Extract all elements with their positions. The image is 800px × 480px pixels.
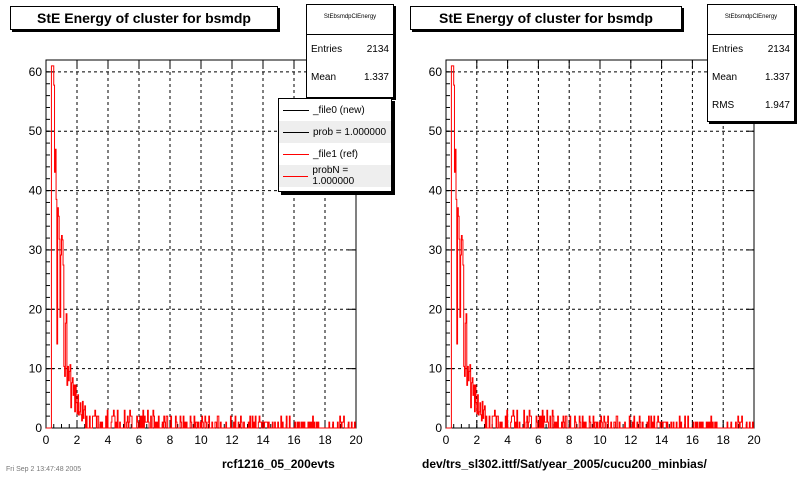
x-tick-label: 12 bbox=[225, 433, 239, 447]
x-tick-label: 18 bbox=[717, 433, 731, 447]
x-tick-label: 18 bbox=[318, 433, 332, 447]
histogram-series bbox=[446, 65, 754, 429]
stats-box: StEbsmdpClEnergy Entries 2134 Mean 1.337 R… bbox=[707, 4, 795, 122]
y-tick-label: 50 bbox=[29, 124, 43, 138]
y-tick-label: 60 bbox=[429, 65, 443, 79]
stats-name: StEbsmdpClEnergy bbox=[307, 5, 393, 35]
left-panel: StE Energy of cluster for bsmdp 0 2 4 6 8 10 1… bbox=[6, 4, 394, 473]
y-tick-label: 30 bbox=[29, 243, 43, 257]
stats-mean-label: Mean bbox=[311, 71, 337, 83]
x-tick-label: 20 bbox=[349, 433, 363, 447]
y-tick-label: 60 bbox=[29, 65, 43, 79]
x-tick-label: 16 bbox=[287, 433, 301, 447]
histogram-plot: 0 2 4 6 8 10 12 14 16 18 20 0 10 20 30 40 50 60 bbox=[429, 59, 761, 447]
x-tick-label: 14 bbox=[655, 433, 669, 447]
x-tick-label: 4 bbox=[504, 433, 511, 447]
y-tick-label: 0 bbox=[35, 421, 42, 435]
legend-entry: probN = 1.000000 bbox=[279, 165, 391, 187]
y-tick-label: 0 bbox=[435, 421, 442, 435]
y-tick-label: 40 bbox=[29, 184, 43, 198]
y-tick-label: 20 bbox=[429, 302, 443, 316]
stats-rms-label: RMS bbox=[712, 99, 735, 111]
y-tick-label: 30 bbox=[429, 243, 443, 257]
x-tick-label: 14 bbox=[256, 433, 270, 447]
chart-title: StE Energy of cluster for bsmdp bbox=[10, 6, 278, 30]
y-tick-label: 10 bbox=[429, 362, 443, 376]
x-tick-label: 20 bbox=[747, 433, 761, 447]
histogram-series bbox=[46, 65, 356, 429]
stats-entries-label: Entries bbox=[311, 43, 343, 55]
x-tick-label: 8 bbox=[566, 433, 573, 447]
right-panel: StE Energy of cluster for bsmdp 0 2 4 6 8 10 1… bbox=[400, 0, 800, 480]
stats-rms-value: 1.947 bbox=[764, 99, 790, 111]
stats-mean-value: 1.337 bbox=[363, 71, 389, 83]
histogram-plot: 0 2 4 6 8 10 12 14 16 18 20 0 10 20 30 40 50 60 bbox=[29, 59, 363, 447]
y-tick-label: 10 bbox=[29, 362, 43, 376]
x-tick-label: 2 bbox=[473, 433, 480, 447]
x-tick-label: 6 bbox=[535, 433, 542, 447]
x-tick-label: 10 bbox=[194, 433, 208, 447]
legend-entry: _file1 (ref) bbox=[279, 143, 391, 165]
x-tick-label: 0 bbox=[443, 433, 450, 447]
x-axis-label: dev/trs_sl302.ittf/Sat/year_2005/cucu200… bbox=[422, 457, 707, 471]
chart-title: StE Energy of cluster for bsmdp bbox=[410, 6, 682, 30]
stats-entries-value: 2134 bbox=[366, 43, 389, 55]
legend: _file0 (new) prob = 1.000000 _file1 (ref… bbox=[278, 98, 392, 192]
stats-entries-value: 2134 bbox=[767, 43, 790, 55]
y-tick-label: 20 bbox=[29, 302, 43, 316]
stats-box: StEbsmdpClEnergy Entries 2134 Mean 1.337 bbox=[306, 4, 394, 98]
timestamp: Fri Sep 2 13:47:48 2005 bbox=[6, 466, 82, 473]
x-tick-label: 2 bbox=[74, 433, 81, 447]
x-tick-label: 12 bbox=[624, 433, 638, 447]
x-tick-label: 10 bbox=[593, 433, 607, 447]
stats-mean-label: Mean bbox=[712, 71, 738, 83]
y-tick-label: 40 bbox=[429, 184, 443, 198]
x-tick-label: 4 bbox=[105, 433, 112, 447]
x-tick-label: 6 bbox=[136, 433, 143, 447]
stats-name: StEbsmdpClEnergy bbox=[708, 5, 794, 35]
x-tick-label: 8 bbox=[167, 433, 174, 447]
x-axis-label: rcf1216_05_200evts bbox=[222, 457, 335, 471]
x-tick-label: 0 bbox=[43, 433, 50, 447]
stats-entries-label: Entries bbox=[712, 43, 744, 55]
x-tick-label: 16 bbox=[686, 433, 700, 447]
legend-entry: prob = 1.000000 bbox=[279, 121, 391, 143]
legend-entry: _file0 (new) bbox=[279, 99, 391, 121]
y-tick-label: 50 bbox=[429, 124, 443, 138]
stats-mean-value: 1.337 bbox=[764, 71, 790, 83]
